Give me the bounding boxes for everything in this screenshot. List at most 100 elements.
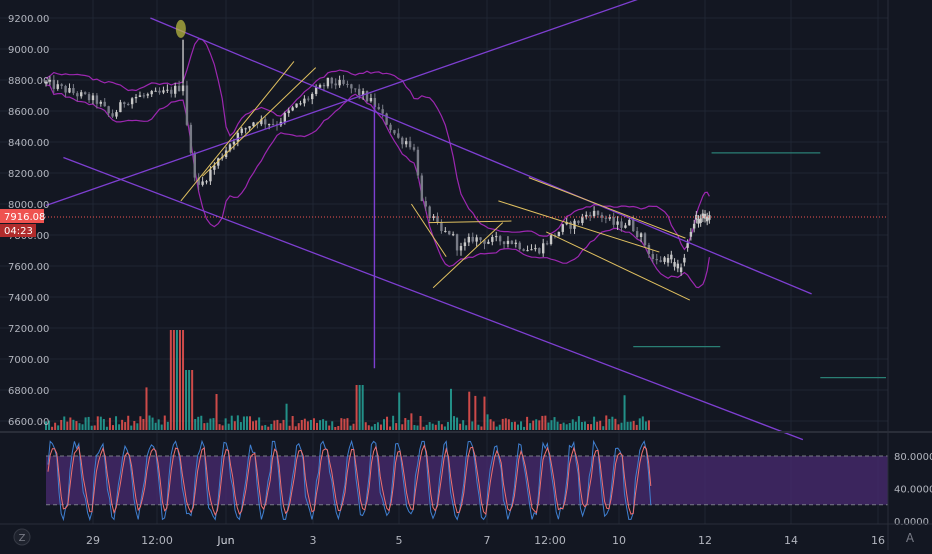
volume-bar xyxy=(276,419,279,430)
candle-body xyxy=(663,257,666,262)
z-button[interactable]: Z xyxy=(13,528,31,546)
trend-line[interactable] xyxy=(410,203,447,257)
volume-bar xyxy=(255,420,258,430)
volume-bar xyxy=(510,422,513,430)
volume-bar xyxy=(285,403,288,430)
volume-bar xyxy=(115,416,118,430)
volume-bar xyxy=(553,417,556,430)
trend-line[interactable] xyxy=(498,200,660,253)
volume-bar xyxy=(261,425,264,430)
volume-bar xyxy=(526,416,529,430)
channel-line[interactable] xyxy=(63,156,804,441)
candle-body xyxy=(228,144,232,151)
a-button[interactable]: A xyxy=(906,531,915,545)
volume-bar xyxy=(157,419,160,430)
candle-body xyxy=(322,84,326,87)
volume-bar xyxy=(386,416,389,430)
candle-body xyxy=(130,98,134,105)
volume-bar xyxy=(160,424,163,430)
candle-body xyxy=(201,181,204,185)
stochastic-panel xyxy=(46,439,888,522)
volume-bar xyxy=(352,423,355,430)
volume-bar xyxy=(63,416,66,430)
candle-body xyxy=(588,214,592,217)
trend-line[interactable] xyxy=(432,222,504,289)
volume-bar xyxy=(577,416,580,430)
volume-bar xyxy=(233,421,236,430)
candle-body xyxy=(189,124,193,153)
candle-body xyxy=(166,89,169,91)
volume-bar xyxy=(279,423,282,430)
candle-body xyxy=(252,122,255,127)
volume-bar xyxy=(611,416,614,430)
volume-bar xyxy=(355,385,358,430)
candle-body xyxy=(451,234,455,236)
price-tick-label: 7200.00 xyxy=(8,324,49,335)
volume-bar xyxy=(252,421,255,430)
volume-bar xyxy=(462,420,465,430)
time-tick-label: 10 xyxy=(612,534,626,547)
volume-bar xyxy=(520,421,523,430)
candle-body xyxy=(354,88,357,90)
volume-bar xyxy=(133,421,136,430)
volume-bar xyxy=(559,423,562,430)
volume-bar xyxy=(349,425,352,430)
time-tick-label: 12:00 xyxy=(534,534,566,547)
channel-line[interactable] xyxy=(45,0,638,207)
candle-body xyxy=(397,133,400,138)
volume-bar xyxy=(449,388,452,430)
candle-body xyxy=(95,95,99,104)
trend-line[interactable] xyxy=(428,220,512,224)
volume-bar xyxy=(163,415,166,430)
candle-body xyxy=(142,95,146,97)
trend-line[interactable] xyxy=(202,67,317,177)
candle-body xyxy=(538,248,541,254)
candle-body xyxy=(267,124,271,126)
volume-bar xyxy=(124,422,127,430)
candle-body xyxy=(448,230,451,235)
drawings[interactable] xyxy=(45,0,886,441)
candle-body xyxy=(115,112,118,117)
candle-body xyxy=(683,257,686,263)
candle-body xyxy=(193,152,196,178)
candle-body xyxy=(542,243,545,254)
channel-line[interactable] xyxy=(150,17,812,295)
candle-body xyxy=(506,240,510,245)
volume-bar xyxy=(523,426,526,430)
volume-bar xyxy=(69,417,72,430)
candle-body xyxy=(699,218,702,223)
volume-bar xyxy=(322,419,325,430)
volume-bar xyxy=(108,417,111,430)
candle-body xyxy=(679,267,683,273)
candle-body xyxy=(467,236,471,243)
current-price-badge xyxy=(0,209,44,224)
volume-bar xyxy=(516,424,519,430)
volume-bar xyxy=(419,415,422,430)
candle-body xyxy=(628,219,631,226)
volume-bar xyxy=(288,425,291,430)
trend-line[interactable] xyxy=(180,61,295,202)
volume-bar xyxy=(48,420,51,430)
candle-body xyxy=(534,248,537,250)
volume-bar xyxy=(593,416,596,430)
candle-body xyxy=(134,96,138,99)
candle-body xyxy=(217,158,220,166)
trend-line[interactable] xyxy=(546,231,691,301)
volume-bar xyxy=(203,423,206,430)
volume-bar xyxy=(239,422,242,430)
volume-bar xyxy=(389,426,392,430)
candle-body xyxy=(314,87,318,94)
candle-body xyxy=(68,88,71,93)
trend-line[interactable] xyxy=(528,177,686,239)
highlight-marker[interactable] xyxy=(175,19,186,38)
current-price-label: 7916.08 xyxy=(4,212,45,223)
volume-bar xyxy=(358,385,361,430)
volume-bar xyxy=(465,425,468,430)
z-button-label: Z xyxy=(19,533,26,544)
volume-bar xyxy=(175,330,178,430)
candle-body xyxy=(146,94,149,96)
volume-bar xyxy=(346,418,349,430)
candle-body xyxy=(432,216,435,219)
volume-bar xyxy=(96,416,99,430)
volume-bar xyxy=(471,421,474,430)
